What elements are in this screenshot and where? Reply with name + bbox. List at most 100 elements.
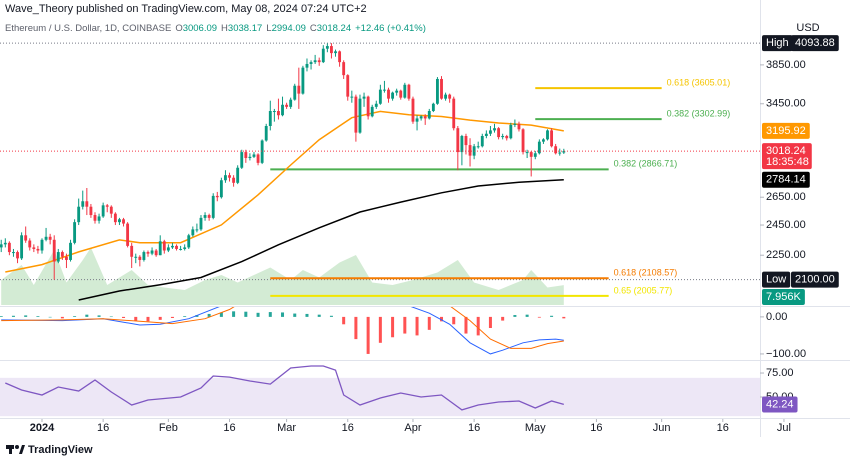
candle-body bbox=[150, 250, 154, 254]
candle-body bbox=[3, 242, 7, 245]
candle-body bbox=[85, 201, 89, 207]
candle-body bbox=[419, 116, 423, 119]
macd-bar bbox=[158, 316, 162, 320]
macd-bar bbox=[488, 316, 492, 328]
candle-body bbox=[138, 256, 142, 260]
candle-body bbox=[399, 90, 403, 98]
candle-body bbox=[69, 242, 72, 260]
candle-body bbox=[113, 213, 117, 223]
candle-body bbox=[342, 62, 346, 76]
fib-label: 0.65 (2005.77) bbox=[614, 285, 673, 295]
moving-average bbox=[78, 178, 564, 301]
x-tick-label: 16 bbox=[342, 422, 354, 434]
candle-body bbox=[20, 235, 24, 259]
candle-body bbox=[105, 205, 109, 207]
x-tick-label: 16 bbox=[223, 422, 235, 434]
x-tick-label: 2024 bbox=[30, 422, 55, 434]
last-price-text: 3018.24 bbox=[766, 145, 806, 157]
logo-mark bbox=[9, 445, 12, 454]
extreme-name: High bbox=[762, 35, 793, 52]
candle-body bbox=[501, 135, 505, 138]
volume-value-text: 7.956K bbox=[766, 291, 802, 303]
macd-bar bbox=[342, 316, 346, 325]
macd-bar bbox=[183, 316, 187, 317]
candle-body bbox=[415, 118, 419, 122]
candle-body bbox=[118, 219, 121, 223]
logo-mark bbox=[19, 445, 25, 454]
candle-body bbox=[236, 167, 240, 183]
macd-bar bbox=[329, 315, 333, 317]
candle-body bbox=[550, 130, 554, 147]
ohlc-value: 2994.09 bbox=[272, 23, 306, 34]
candle-body bbox=[427, 111, 431, 119]
moving-average bbox=[5, 110, 564, 273]
candle-body bbox=[521, 129, 525, 153]
candle-body bbox=[558, 152, 562, 154]
candle-body bbox=[36, 248, 40, 251]
candle-body bbox=[460, 135, 464, 153]
macd-bar bbox=[85, 314, 89, 317]
macd-bar bbox=[60, 316, 64, 319]
candle-body bbox=[305, 63, 309, 68]
candle-body bbox=[464, 135, 468, 146]
extreme-value-text: 2100.00 bbox=[795, 274, 835, 286]
macd-bar bbox=[122, 316, 126, 318]
ohlc-label: L bbox=[266, 23, 271, 34]
candle-body bbox=[89, 206, 93, 216]
y-tick-label: 3850.00 bbox=[766, 59, 806, 71]
symbol-line: Ethereum / U.S. Dollar, 1D, COINBASE O300… bbox=[5, 23, 426, 34]
candle-body bbox=[126, 223, 130, 246]
candle-body bbox=[313, 60, 317, 63]
candle-body bbox=[289, 99, 293, 107]
macd-bar bbox=[244, 311, 248, 317]
candle-body bbox=[533, 153, 537, 157]
candle-body bbox=[281, 104, 284, 116]
extreme-name-text: High bbox=[766, 37, 789, 49]
price-change: +12.46 (+0.41%) bbox=[355, 23, 426, 34]
candle-body bbox=[73, 222, 77, 243]
candle-body bbox=[489, 130, 492, 134]
candle-body bbox=[16, 252, 19, 259]
candle-body bbox=[199, 217, 203, 230]
candle-body bbox=[448, 94, 452, 99]
x-tick-label: Feb bbox=[159, 422, 178, 434]
rsi-value: 42.24 bbox=[762, 396, 798, 413]
candle-body bbox=[191, 229, 195, 236]
candle-body bbox=[293, 85, 297, 100]
macd-bar bbox=[207, 313, 211, 317]
candle-body bbox=[525, 152, 529, 154]
candle-body bbox=[366, 96, 370, 117]
y-tick-label: 2450.00 bbox=[766, 219, 806, 231]
volume-value: 7.956K bbox=[762, 289, 805, 305]
extreme-name-text: Low bbox=[766, 274, 786, 286]
candle-body bbox=[546, 130, 549, 140]
candle-body bbox=[240, 152, 244, 168]
candle-body bbox=[468, 145, 472, 156]
macd-bar bbox=[36, 316, 40, 317]
candle-body bbox=[65, 256, 68, 260]
rsi-value-box bbox=[762, 396, 798, 413]
candle-body bbox=[346, 75, 350, 97]
candle-body bbox=[24, 235, 28, 241]
candle-body bbox=[493, 128, 496, 131]
candle-body bbox=[32, 247, 36, 249]
rsi-band bbox=[0, 377, 760, 417]
candle-body bbox=[48, 236, 52, 240]
macd-bar bbox=[73, 316, 77, 317]
macd-bar bbox=[562, 316, 566, 319]
macd-bar bbox=[464, 316, 468, 334]
overlay-value-text: 2784.14 bbox=[766, 174, 806, 186]
y-tick-label: 2250.00 bbox=[766, 249, 806, 261]
candle-body bbox=[171, 245, 174, 248]
macd-pane bbox=[0, 307, 566, 355]
candle-body bbox=[195, 229, 199, 231]
candle-body bbox=[423, 116, 427, 119]
candle-body bbox=[179, 248, 183, 250]
macd-bar bbox=[134, 316, 138, 321]
y-tick-label: 75.00 bbox=[766, 367, 794, 379]
candle-body bbox=[277, 111, 280, 116]
candle-body bbox=[505, 135, 509, 139]
currency: USD bbox=[796, 22, 819, 34]
x-tick-label: Mar bbox=[277, 422, 296, 434]
macd-bar bbox=[281, 312, 285, 317]
